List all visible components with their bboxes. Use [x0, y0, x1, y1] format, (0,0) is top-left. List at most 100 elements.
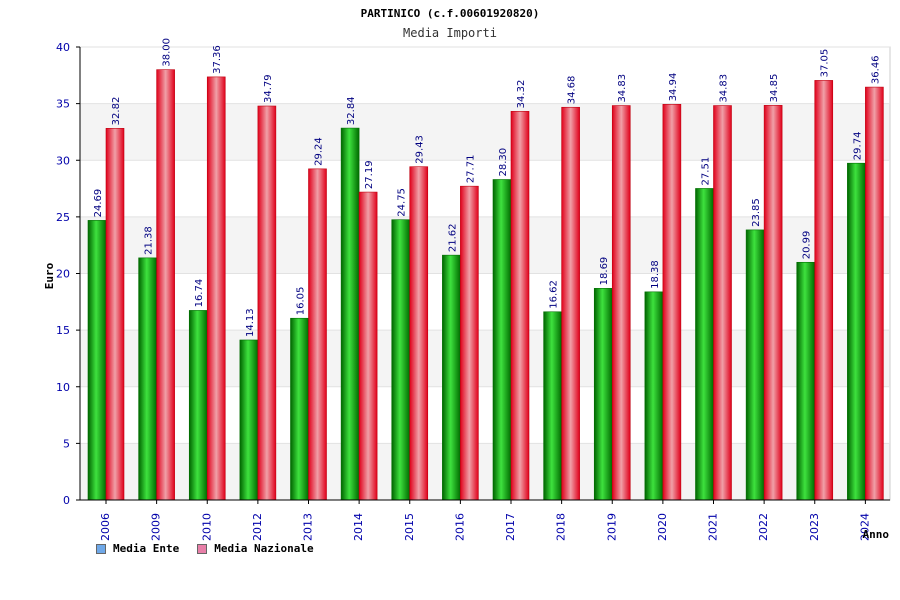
bar-media-ente-2019	[593, 288, 613, 501]
value-labels-group: 24.69 32.82 21.38 38.00 16.74 37.36 14.13 34.79…	[93, 38, 881, 337]
value-label: 34.83	[719, 74, 730, 103]
bar-media-nazionale-2017	[510, 111, 530, 501]
bar-media-nazionale-2014	[358, 191, 378, 501]
value-label: 16.05	[296, 287, 307, 316]
x-tick-label: 2016	[453, 513, 466, 541]
y-tick-label: 0	[63, 494, 70, 507]
value-label: 29.74	[852, 132, 863, 161]
value-label: 34.94	[668, 73, 679, 102]
y-tick-label: 35	[56, 98, 70, 111]
x-tick-label: 2010	[200, 513, 213, 541]
y-tick-label: 40	[56, 41, 70, 54]
bar-media-ente-2010	[188, 310, 208, 501]
x-tick-label: 2024	[858, 513, 871, 541]
bar-media-nazionale-2020	[662, 104, 682, 501]
value-label: 27.19	[364, 160, 375, 189]
value-label: 18.69	[599, 257, 610, 286]
value-label: 32.82	[111, 97, 122, 126]
value-label: 38.00	[162, 38, 173, 67]
bar-media-ente-2012	[239, 339, 259, 501]
value-label: 27.71	[465, 155, 476, 184]
bar-media-nazionale-2015	[409, 166, 429, 501]
y-tick-label: 30	[56, 154, 70, 167]
x-tick-label: 2020	[656, 513, 669, 541]
y-axis-label: Euro	[43, 262, 56, 289]
value-label: 29.43	[415, 135, 426, 164]
bar-media-ente-2016	[442, 254, 461, 501]
y-tick-label: 5	[63, 437, 70, 450]
y-axis-ticks: 0 5 10 15 20 25 30 35 40	[56, 41, 81, 507]
bar-media-nazionale-2024	[865, 86, 884, 501]
bar-media-nazionale-2021	[713, 105, 732, 501]
value-label: 34.68	[567, 76, 578, 105]
x-axis-ticks: 2006 2009 2010 2012 2013 2014 2015 2016 2017 2018…	[80, 499, 890, 541]
bar-media-nazionale-2016	[460, 185, 479, 501]
value-label: 36.46	[870, 55, 881, 84]
y-tick-label: 25	[56, 211, 70, 224]
bar-media-ente-2015	[391, 219, 411, 501]
value-label: 28.30	[498, 148, 509, 177]
x-tick-label: 2018	[555, 513, 568, 541]
x-tick-label: 2021	[707, 513, 720, 541]
bar-media-ente-2009	[138, 257, 157, 501]
value-label: 34.83	[617, 74, 628, 103]
legend: Media Ente Media Nazionale	[96, 542, 314, 555]
bar-media-nazionale-2019	[611, 105, 631, 501]
legend-label-media-nazionale: Media Nazionale	[214, 542, 314, 555]
bar-media-ente-2017	[492, 179, 512, 501]
value-label: 29.24	[314, 137, 325, 166]
bar-media-nazionale-2010	[206, 76, 226, 501]
value-label: 24.75	[397, 188, 408, 217]
x-tick-label: 2014	[352, 513, 365, 541]
x-tick-label: 2023	[808, 513, 821, 541]
value-label: 21.62	[447, 224, 458, 253]
bar-media-nazionale-2009	[156, 69, 175, 501]
y-tick-label: 10	[56, 381, 70, 394]
value-label: 18.38	[650, 260, 661, 289]
y-tick-label: 20	[56, 268, 70, 281]
x-tick-label: 2019	[605, 513, 618, 541]
value-label: 20.99	[802, 231, 813, 260]
value-label: 16.74	[194, 279, 205, 308]
value-label: 14.13	[245, 308, 256, 337]
x-tick-label: 2012	[251, 513, 264, 541]
x-tick-label: 2006	[99, 513, 112, 541]
bar-media-ente-2020	[644, 291, 664, 501]
chart-subtitle: Media Importi	[403, 26, 497, 40]
bars-group	[87, 69, 884, 501]
bar-media-ente-2024	[847, 162, 866, 501]
bar-media-nazionale-2013	[308, 168, 327, 501]
value-label: 34.32	[516, 80, 527, 109]
bar-media-ente-2006	[87, 220, 107, 501]
x-tick-label: 2013	[302, 513, 315, 541]
value-label: 16.62	[549, 280, 560, 309]
value-label: 37.05	[820, 49, 831, 78]
bar-media-nazionale-2022	[763, 105, 783, 501]
value-label: 34.79	[263, 74, 274, 103]
value-label: 34.85	[769, 74, 780, 103]
legend-item-media-nazionale: Media Nazionale	[197, 542, 314, 555]
y-tick-label: 15	[56, 324, 70, 337]
bar-media-nazionale-2023	[814, 80, 834, 501]
legend-label-media-ente: Media Ente	[113, 542, 180, 555]
legend-item-media-ente: Media Ente	[96, 542, 179, 555]
x-axis-label: Anno	[863, 528, 890, 541]
chart-title: PARTINICO (c.f.00601920820)	[361, 7, 540, 20]
x-tick-label: 2015	[403, 513, 416, 541]
bar-media-ente-2018	[543, 311, 562, 501]
legend-swatch-media-ente	[96, 543, 106, 554]
x-tick-label: 2009	[150, 513, 163, 541]
bar-media-ente-2023	[796, 261, 816, 501]
value-label: 37.36	[212, 45, 223, 74]
legend-swatch-media-nazionale	[197, 543, 208, 554]
value-label: 24.69	[93, 189, 104, 218]
value-label: 32.84	[346, 96, 357, 125]
value-label: 21.38	[144, 226, 155, 255]
bar-media-ente-2014	[340, 127, 360, 501]
bar-media-nazionale-2018	[561, 106, 580, 501]
value-label: 27.51	[701, 157, 712, 186]
value-label: 23.85	[751, 198, 762, 227]
bar-media-ente-2022	[745, 229, 765, 501]
bar-media-nazionale-2006	[105, 128, 125, 501]
